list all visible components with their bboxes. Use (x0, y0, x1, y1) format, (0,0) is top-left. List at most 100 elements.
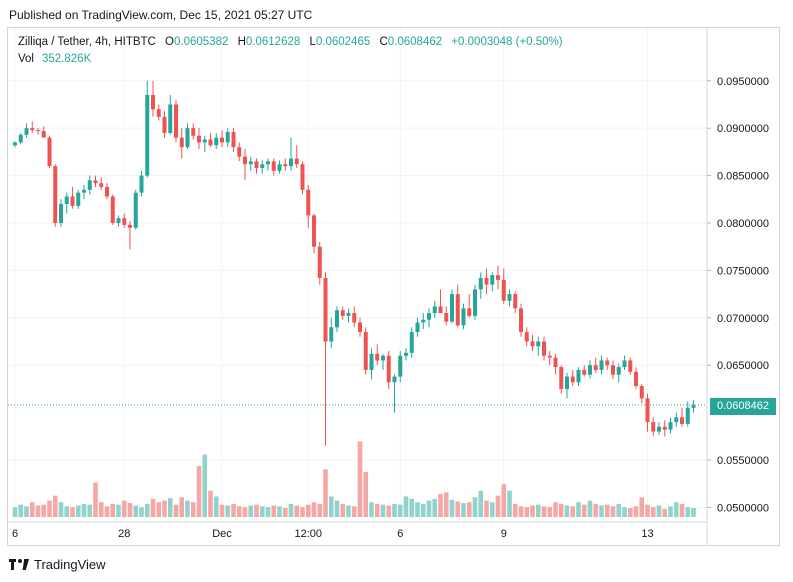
candle-body (369, 353, 374, 370)
volume-bar (662, 508, 668, 517)
volume-bar (254, 504, 259, 517)
candle-body (680, 417, 684, 424)
volume-bar (75, 505, 81, 517)
volume-bar (18, 504, 24, 517)
volume-bar (397, 504, 403, 517)
candle-body (478, 277, 483, 290)
volume-bar (593, 503, 599, 517)
volume-bar (449, 499, 455, 517)
volume-bar (300, 507, 305, 517)
volume-bar (443, 492, 449, 517)
candle-body (559, 367, 564, 389)
candle-body (346, 313, 351, 316)
candle-body (674, 417, 679, 423)
candle-body (576, 369, 581, 383)
candle-body (151, 94, 155, 110)
volume-bar (535, 504, 541, 517)
candle-body (490, 275, 495, 285)
candle-body (110, 196, 115, 223)
volume-bar (581, 504, 587, 517)
candle-body (438, 306, 443, 314)
volume-bar (64, 506, 70, 517)
volume-bar (282, 507, 288, 517)
x-tick-label: Dec (212, 528, 232, 540)
volume-bar (190, 502, 196, 517)
volume-bar (58, 502, 64, 517)
low-value: 0.0602465 (315, 36, 371, 48)
candle-body (300, 164, 305, 190)
volume-bar (35, 505, 41, 517)
volume-bar (334, 500, 340, 517)
open-value: 0.0605382 (174, 36, 229, 48)
volume-bar (604, 504, 610, 517)
candle-body (41, 131, 46, 138)
volume-bar (173, 504, 179, 517)
volume-bar (426, 500, 432, 517)
volume-bar (645, 504, 650, 517)
candle-body (467, 308, 472, 316)
candle-body (415, 322, 420, 333)
volume-bar (610, 506, 616, 517)
candle-body (105, 186, 109, 197)
candle-body (59, 204, 63, 223)
volume-bar (351, 506, 357, 517)
volume-bar (363, 471, 369, 517)
candles (13, 80, 696, 446)
y-tick-label: 0.0500000 (717, 502, 769, 514)
volume-bar (524, 507, 530, 517)
candle-body (628, 360, 633, 372)
volume-bar (489, 502, 495, 517)
volume-bar (438, 494, 443, 517)
candle-body (70, 196, 75, 206)
volume-bar (150, 498, 156, 517)
volume-bar (41, 504, 47, 517)
volume-bar (547, 507, 553, 517)
candle-body (122, 218, 127, 225)
volume-bar (512, 503, 518, 517)
candle-body (82, 189, 86, 193)
candle-body (427, 313, 431, 320)
candle-body (588, 365, 592, 375)
open-label: O (165, 36, 174, 48)
volume-bar (133, 505, 139, 517)
grid (8, 28, 706, 522)
tradingview-logo-icon (9, 559, 29, 570)
volume-bar (518, 506, 524, 517)
candle-body (501, 279, 506, 301)
x-tick-label: 13 (641, 528, 653, 540)
candle-body (260, 164, 265, 168)
candle-body (133, 192, 138, 228)
candle-body (306, 189, 311, 216)
volume-bar (231, 503, 236, 517)
x-tick-label: 6 (397, 528, 403, 540)
volume-bar (242, 507, 248, 517)
candle-body (651, 422, 656, 432)
candle-body (323, 277, 328, 342)
volume-bar (691, 507, 696, 517)
volume-bar (271, 505, 277, 517)
x-tick-label: 6 (12, 528, 18, 540)
candle-body (605, 360, 610, 366)
y-tick-label: 0.0800000 (717, 218, 769, 230)
volume-bar (121, 500, 127, 517)
footer[interactable]: TradingView (9, 557, 106, 572)
volume-bar (478, 490, 484, 517)
candle-body (168, 104, 173, 133)
volume-bar (104, 506, 110, 517)
candle-body (507, 294, 512, 301)
volume-bar (47, 500, 52, 517)
candle-body (266, 161, 270, 165)
volume-bar (616, 503, 622, 517)
candle-body (513, 294, 518, 309)
volume-bar (196, 466, 202, 517)
candle-body (547, 355, 552, 358)
volume-bar (541, 506, 547, 517)
candle-body (668, 422, 673, 430)
candle-body (455, 294, 460, 326)
chart-frame (7, 27, 780, 546)
volume-bar (484, 500, 489, 517)
volume-bar (12, 507, 18, 517)
candle-body (53, 166, 58, 223)
candle-body (128, 224, 132, 228)
